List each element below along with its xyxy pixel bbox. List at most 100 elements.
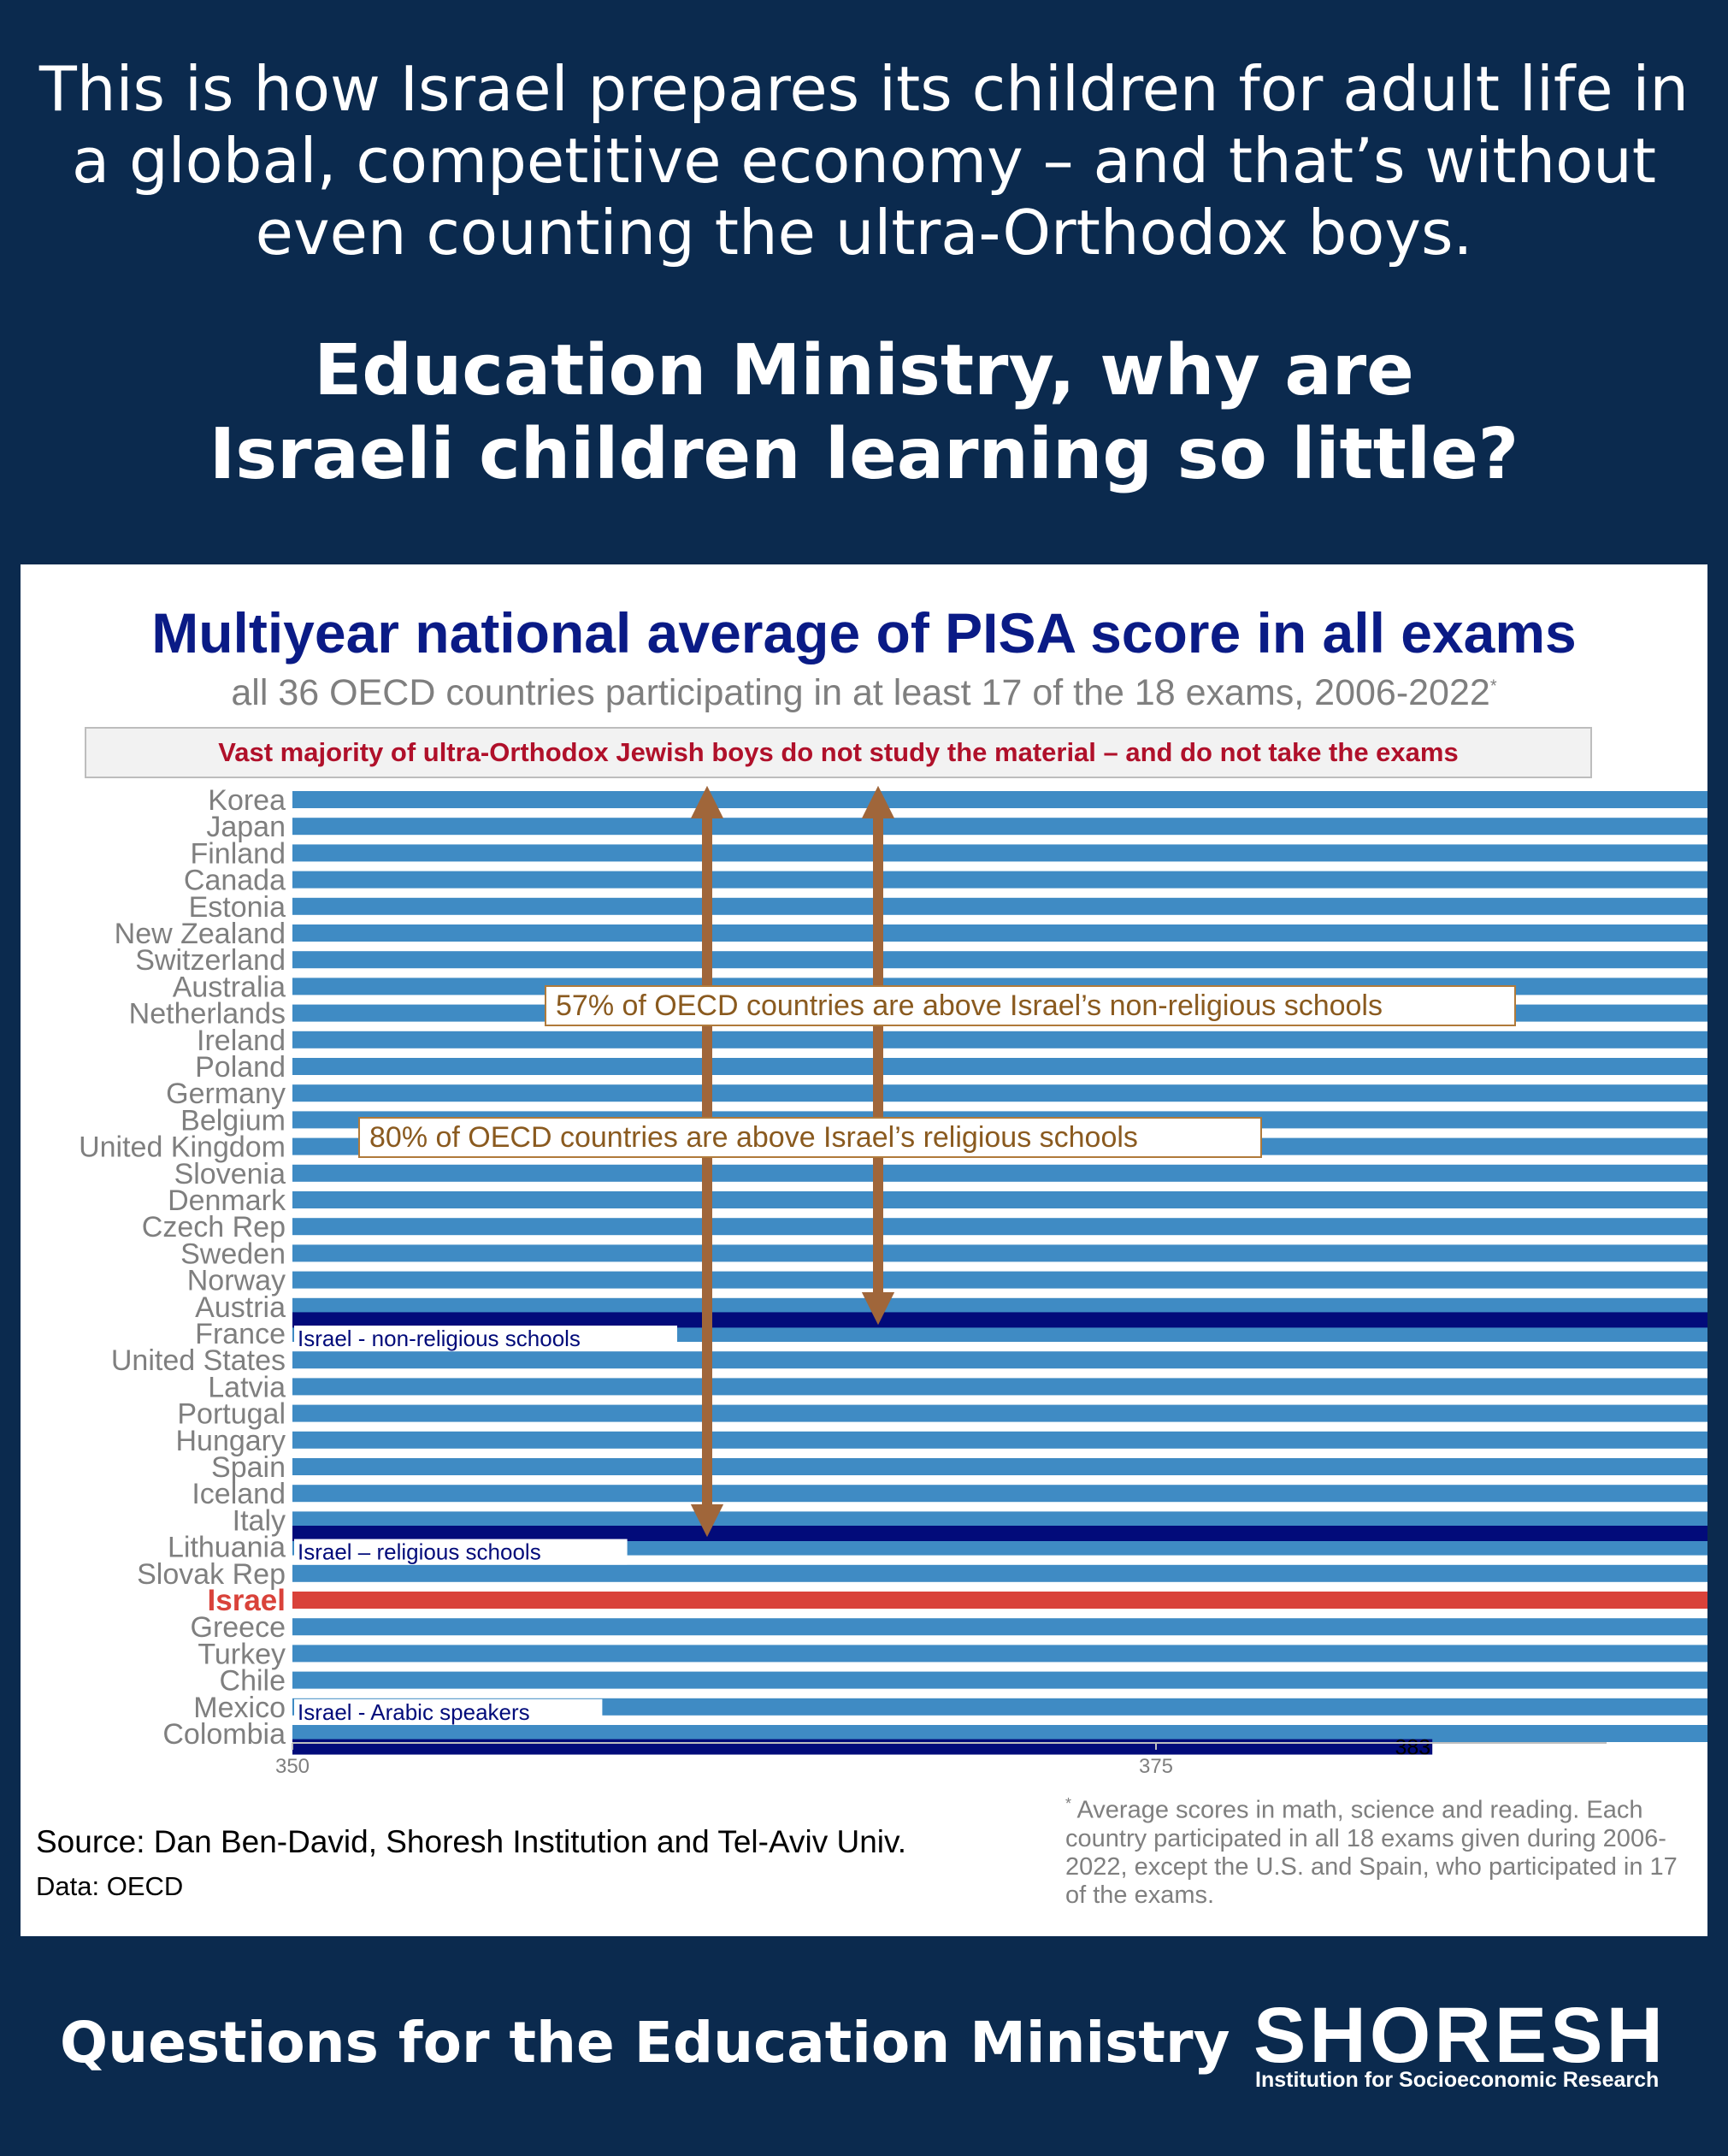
shoresh-logo: SHORESH: [1253, 1992, 1666, 2079]
bar: [292, 1297, 1707, 1315]
israel-segments-group: 493Israel - non-religious schools480Isra…: [292, 1312, 1707, 1760]
bar: [292, 1271, 1707, 1289]
category-label: France: [195, 1318, 286, 1350]
subhead-line-1: Education Ministry, why are: [314, 330, 1414, 411]
category-label: Ireland: [197, 1025, 286, 1057]
footnote-text: Average scores in math, science and read…: [1065, 1796, 1678, 1909]
bar: [292, 1725, 1707, 1742]
bar: [292, 1378, 1707, 1396]
category-label: Czech Rep: [142, 1211, 286, 1243]
annotations-group: 57% of OECD countries are above Israel’s…: [358, 985, 1516, 1158]
bar-chart: Korea531Japan528Finland527Canada521Eston…: [79, 784, 1707, 1778]
category-label: Netherlands: [129, 998, 286, 1031]
category-label: Slovenia: [174, 1158, 286, 1190]
headline-line-3: even counting the ultra-Orthodox boys.: [255, 197, 1473, 269]
bar: [292, 791, 1707, 808]
category-label: Denmark: [168, 1184, 286, 1217]
bar: [292, 1564, 1707, 1582]
headline-line-2: a global, competitive economy – and that…: [71, 125, 1657, 197]
category-label: Spain: [211, 1451, 286, 1484]
israel-segment-label: Israel - non-religious schools: [294, 1326, 677, 1351]
bar: [292, 1058, 1707, 1075]
x-tick-label: 375: [1139, 1755, 1173, 1778]
x-tick-label: 350: [275, 1755, 310, 1778]
category-label: Finland: [190, 837, 286, 870]
annotation-text: 80% of OECD countries are above Israel’s…: [369, 1121, 1138, 1154]
chart-panel: Multiyear national average of PISA score…: [21, 564, 1707, 1936]
category-label: Turkey: [198, 1638, 286, 1670]
bar: [292, 818, 1707, 836]
bar: [292, 1191, 1707, 1208]
chart-subtitle-mark: *: [1489, 676, 1497, 696]
bar: [292, 1218, 1707, 1236]
bars-group: Korea531Japan528Finland527Canada521Eston…: [79, 784, 1707, 1751]
bar: [292, 1031, 1707, 1048]
annotation-text: 57% of OECD countries are above Israel’s…: [556, 989, 1383, 1022]
bar: [292, 844, 1707, 862]
bar: [292, 1244, 1707, 1262]
bar: [292, 1671, 1707, 1689]
bar: [292, 1351, 1707, 1369]
category-label: Portugal: [177, 1398, 286, 1431]
category-label: New Zealand: [115, 918, 286, 950]
israel-segment-label: Israel - Arabic speakers: [294, 1698, 603, 1725]
subhead-line-2: Israeli children learning so little?: [209, 414, 1519, 495]
category-label: Australia: [173, 971, 286, 1003]
bar: [292, 951, 1707, 969]
category-label: Latvia: [208, 1371, 286, 1403]
bar: [292, 1431, 1707, 1449]
bar: [292, 1618, 1707, 1636]
category-label: Iceland: [192, 1478, 286, 1510]
category-label: Hungary: [175, 1425, 286, 1457]
headline: This is how Israel prepares its children…: [0, 53, 1728, 269]
bar: [292, 1458, 1707, 1475]
israel-segment-label-bg: [294, 1698, 603, 1725]
bar: [292, 1645, 1707, 1663]
category-label: Estonia: [189, 891, 286, 924]
annotation-box: [358, 1117, 1262, 1158]
bar: [292, 1485, 1707, 1503]
x-axis: 350375400425450475500525: [275, 1742, 1607, 1778]
category-label: Norway: [187, 1265, 286, 1297]
chart-subtitle: all 36 OECD countries participating in a…: [21, 672, 1707, 714]
annotation-box: [545, 985, 1516, 1026]
annotation: 57% of OECD countries are above Israel’s…: [545, 985, 1516, 1026]
headline-line-1: This is how Israel prepares its children…: [38, 53, 1690, 125]
chart-subtitle-text: all 36 OECD countries participating in a…: [231, 672, 1490, 713]
footnote-mark: *: [1065, 1795, 1072, 1812]
footnote: * Average scores in math, science and re…: [1065, 1790, 1681, 1910]
category-label: Chile: [220, 1665, 286, 1698]
category-label: Greece: [191, 1611, 286, 1644]
bar: [292, 871, 1707, 889]
bar: [292, 1084, 1707, 1102]
category-label: Korea: [208, 784, 286, 817]
israel-segment-value: 383: [1395, 1736, 1430, 1760]
israel-segment-label-text: Israel – religious schools: [298, 1539, 541, 1565]
category-label: Mexico: [193, 1692, 286, 1724]
category-label: Poland: [195, 1051, 286, 1084]
category-label: Austria: [195, 1291, 286, 1324]
israel-segment-label-text: Israel - Arabic speakers: [298, 1699, 530, 1725]
data-source-text: Data: OECD: [36, 1871, 184, 1901]
israel-segment-label-bg: [294, 1539, 628, 1565]
bar: [292, 897, 1707, 915]
bar: [292, 1511, 1707, 1529]
category-label: Switzerland: [135, 944, 286, 977]
category-label: Japan: [206, 811, 286, 843]
israel-segment-label-text: Israel - non-religious schools: [298, 1326, 581, 1351]
category-label: Italy: [233, 1504, 286, 1537]
arrows-group: [690, 785, 895, 1538]
israel-segment-bar: [292, 1526, 1707, 1541]
israel-segment-bar: [292, 1739, 1433, 1755]
category-label: Belgium: [180, 1104, 286, 1137]
israel-segment-label: Israel – religious schools: [294, 1539, 628, 1565]
category-label: Colombia: [162, 1718, 286, 1751]
category-label: Sweden: [180, 1237, 286, 1270]
banner: Vast majority of ultra-Orthodox Jewish b…: [85, 727, 1592, 778]
chart-title: Multiyear national average of PISA score…: [151, 601, 1577, 665]
category-label: Canada: [184, 865, 286, 897]
bar: [292, 1698, 1707, 1716]
source-text: Source: Dan Ben-David, Shoresh Instituti…: [36, 1824, 907, 1859]
category-label: Slovak Rep: [137, 1558, 286, 1591]
israel-segment-label-bg: [294, 1326, 677, 1351]
